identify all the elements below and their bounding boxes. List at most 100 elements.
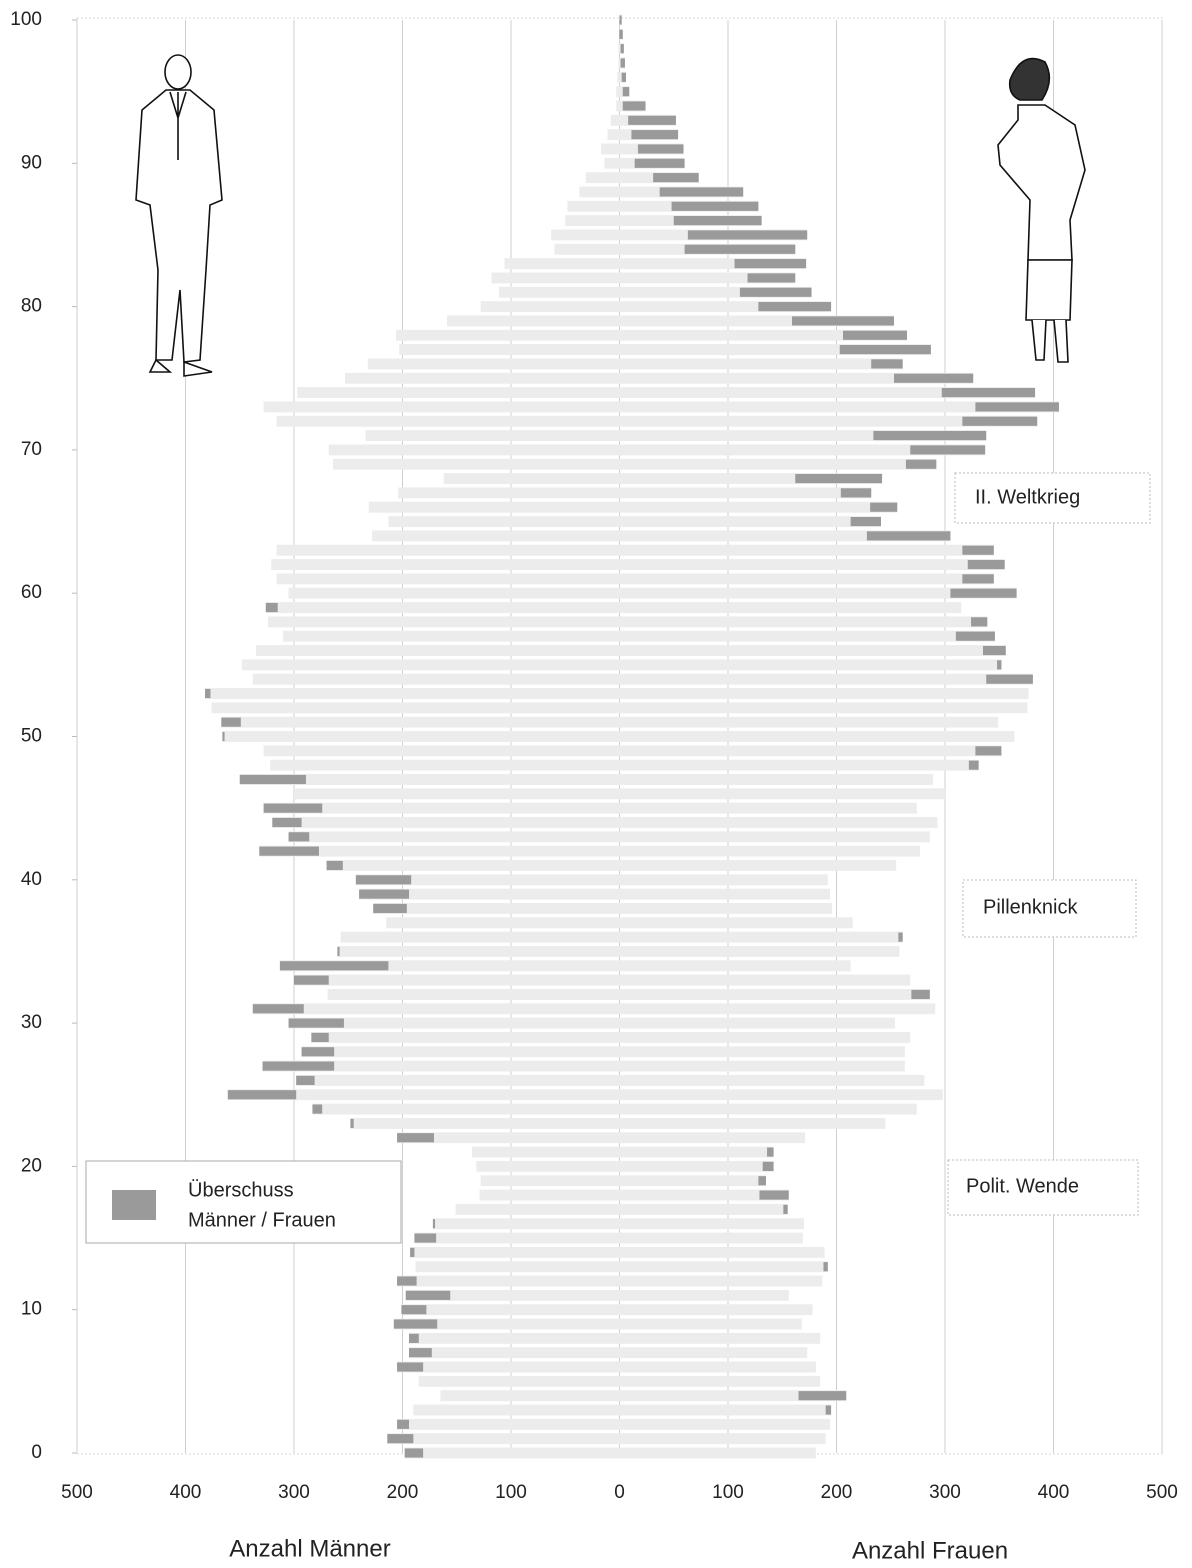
male-bar bbox=[480, 1190, 620, 1201]
surplus-bar bbox=[228, 1090, 296, 1099]
female-bar bbox=[620, 731, 1015, 742]
male-bar bbox=[396, 330, 620, 341]
male-bar bbox=[264, 745, 620, 756]
male-bar bbox=[616, 86, 619, 97]
male-bar bbox=[414, 1233, 619, 1244]
man-figure bbox=[136, 55, 222, 376]
male-bar bbox=[266, 602, 620, 613]
surplus-bar bbox=[356, 875, 411, 884]
male-bar bbox=[554, 244, 619, 255]
chart: Überschuss Männer / Frauen II. Weltkrieg… bbox=[0, 0, 1192, 1568]
surplus-bar bbox=[397, 1133, 434, 1142]
male-bar bbox=[419, 1376, 620, 1387]
male-bar bbox=[289, 588, 620, 599]
x-tick-label: 200 bbox=[821, 1482, 853, 1503]
surplus-bar bbox=[280, 961, 389, 970]
female-bar bbox=[620, 659, 1002, 670]
surplus-bar bbox=[672, 202, 759, 211]
surplus-bar bbox=[289, 1019, 344, 1028]
female-bar bbox=[620, 889, 830, 900]
surplus-bar bbox=[350, 1119, 353, 1128]
female-bar bbox=[620, 975, 911, 986]
surplus-bar bbox=[763, 1162, 774, 1171]
surplus-bar bbox=[327, 861, 343, 870]
male-bar bbox=[604, 158, 619, 169]
surplus-bar bbox=[623, 101, 646, 110]
female-bar bbox=[620, 817, 938, 828]
surplus-bar bbox=[795, 474, 882, 483]
female-bar bbox=[620, 745, 1002, 756]
surplus-bar bbox=[962, 417, 1037, 426]
surplus-bar bbox=[622, 73, 626, 82]
female-bar bbox=[620, 1362, 816, 1373]
surplus-bar bbox=[783, 1205, 787, 1214]
male-bar bbox=[294, 788, 620, 799]
female-bar bbox=[620, 831, 930, 842]
female-bar bbox=[620, 645, 1006, 656]
female-bar bbox=[620, 502, 898, 513]
legend-swatch bbox=[112, 1190, 156, 1220]
surplus-bar bbox=[792, 316, 894, 325]
female-bar bbox=[620, 989, 930, 1000]
surplus-bar bbox=[259, 847, 319, 856]
male-bar bbox=[329, 444, 620, 455]
surplus-bar bbox=[685, 245, 796, 254]
surplus-bar bbox=[631, 130, 678, 139]
surplus-bar bbox=[628, 116, 676, 125]
surplus-bar bbox=[871, 359, 902, 368]
male-bar bbox=[264, 401, 620, 412]
surplus-bar bbox=[911, 990, 929, 999]
annotation: Pillenknick bbox=[983, 896, 1078, 918]
male-bar bbox=[504, 258, 619, 269]
female-bar bbox=[620, 487, 872, 498]
x-tick-label: 400 bbox=[1038, 1482, 1070, 1503]
male-bar bbox=[401, 1304, 619, 1315]
female-bar bbox=[620, 358, 903, 369]
female-bar bbox=[620, 717, 999, 728]
male-bar bbox=[433, 1218, 620, 1229]
female-bar bbox=[620, 1448, 816, 1459]
surplus-bar bbox=[969, 761, 979, 770]
surplus-bar bbox=[759, 1190, 788, 1199]
female-bar bbox=[620, 616, 988, 627]
y-tick-label: 60 bbox=[21, 582, 42, 603]
male-bar bbox=[444, 473, 620, 484]
woman-figure bbox=[998, 59, 1085, 362]
male-bar bbox=[372, 530, 619, 541]
male-bar bbox=[472, 1147, 620, 1158]
surplus-bar bbox=[337, 947, 339, 956]
male-bar bbox=[253, 1003, 620, 1014]
surplus-bar bbox=[841, 488, 871, 497]
female-bar bbox=[620, 1247, 825, 1258]
male-bar bbox=[499, 287, 619, 298]
y-tick-label: 90 bbox=[21, 152, 42, 173]
y-tick-label: 40 bbox=[21, 869, 42, 890]
male-bar bbox=[327, 860, 620, 871]
surplus-bar bbox=[397, 1362, 423, 1371]
x-tick-label: 500 bbox=[61, 1482, 93, 1503]
male-bar bbox=[328, 989, 620, 1000]
y-tick-label: 70 bbox=[21, 439, 42, 460]
male-bar bbox=[481, 1175, 620, 1186]
male-bar bbox=[398, 487, 619, 498]
female-bar bbox=[620, 1319, 802, 1330]
surplus-bar bbox=[975, 402, 1059, 411]
female-bar bbox=[620, 516, 881, 527]
female-bar bbox=[620, 1347, 808, 1358]
surplus-bar bbox=[983, 646, 1006, 655]
surplus-bar bbox=[410, 1248, 414, 1257]
male-bar bbox=[277, 416, 620, 427]
y-tick-label: 100 bbox=[10, 9, 42, 30]
male-bar bbox=[551, 230, 619, 241]
surplus-bar bbox=[222, 732, 224, 741]
surplus-bar bbox=[826, 1405, 831, 1414]
surplus-bar bbox=[942, 388, 1035, 397]
male-bar bbox=[369, 502, 620, 513]
male-bar bbox=[397, 1419, 619, 1430]
female-bar bbox=[620, 674, 1033, 685]
female-bar bbox=[620, 917, 853, 928]
female-bar bbox=[620, 1161, 774, 1172]
female-bar bbox=[620, 1104, 917, 1115]
surplus-bar bbox=[851, 517, 881, 526]
female-bar bbox=[620, 1233, 803, 1244]
